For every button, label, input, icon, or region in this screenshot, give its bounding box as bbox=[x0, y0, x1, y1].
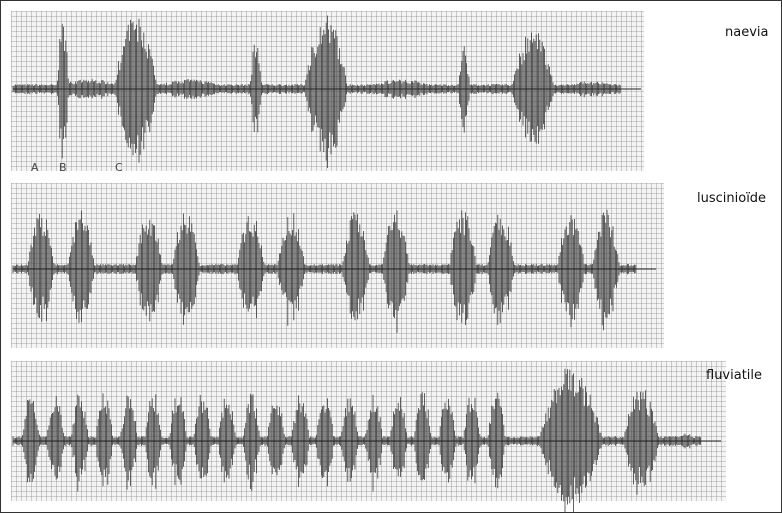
waveforms bbox=[1, 1, 781, 512]
species-label: luscinioïde bbox=[697, 191, 766, 206]
waveform bbox=[13, 210, 636, 333]
species-label: fluviatile bbox=[706, 368, 762, 383]
waveform bbox=[13, 16, 620, 168]
species-label: naevia bbox=[725, 25, 768, 40]
marker-label: C bbox=[115, 161, 123, 174]
waveform bbox=[13, 369, 701, 512]
marker-label: B bbox=[59, 161, 67, 174]
figure: naevia luscinioïde fluviatile A B C bbox=[0, 0, 782, 513]
marker-label: A bbox=[31, 161, 39, 174]
